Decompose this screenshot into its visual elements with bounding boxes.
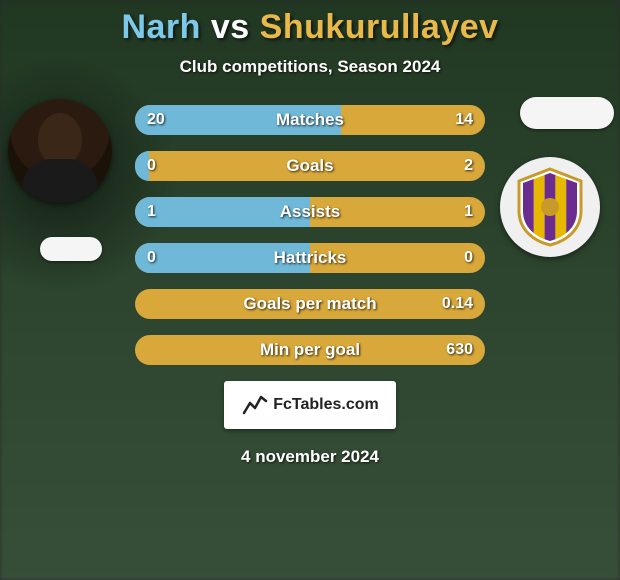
watermark-badge: FcTables.com <box>224 381 396 429</box>
stat-value-right: 1 <box>464 203 473 221</box>
stat-value-right: 0 <box>464 249 473 267</box>
stat-row: Min per goal 630 <box>135 335 485 365</box>
stat-value-left: 1 <box>147 203 156 221</box>
player2-club-crest <box>500 157 600 257</box>
stat-label: Matches <box>276 110 344 130</box>
stat-row: Goals per match 0.14 <box>135 289 485 319</box>
stat-value-left: 0 <box>147 157 156 175</box>
page-title: Narh vs Shukurullayev <box>0 8 620 47</box>
stat-value-left: 20 <box>147 111 165 129</box>
stat-label: Min per goal <box>260 340 360 360</box>
stat-value-left: 0 <box>147 249 156 267</box>
title-player2: Shukurullayev <box>260 8 499 46</box>
stat-label: Goals <box>286 156 333 176</box>
stat-label: Assists <box>280 202 340 222</box>
chart-line-icon <box>241 391 269 419</box>
stat-value-right: 0.14 <box>442 295 473 313</box>
comparison-bars: 20 Matches 14 0 Goals 2 1 Assists 1 0 Hattricks 0 Go… <box>135 105 485 365</box>
stat-value-right: 2 <box>464 157 473 175</box>
stat-value-right: 14 <box>455 111 473 129</box>
title-vs: vs <box>211 8 250 46</box>
comparison-panel: 20 Matches 14 0 Goals 2 1 Assists 1 0 Hattricks 0 Go… <box>0 105 620 365</box>
stat-value-right: 630 <box>446 341 473 359</box>
watermark-text: FcTables.com <box>273 396 379 414</box>
stat-row: 1 Assists 1 <box>135 197 485 227</box>
stat-row: 0 Hattricks 0 <box>135 243 485 273</box>
avatar-head <box>38 113 82 165</box>
stat-label: Hattricks <box>274 248 347 268</box>
stat-row: 20 Matches 14 <box>135 105 485 135</box>
avatar-body <box>22 159 98 203</box>
stat-label: Goals per match <box>243 294 376 314</box>
infographic-content: Narh vs Shukurullayev Club competitions,… <box>0 0 620 580</box>
player2-flag <box>520 97 614 129</box>
infographic-date: 4 november 2024 <box>0 447 620 467</box>
stat-row: 0 Goals 2 <box>135 151 485 181</box>
subtitle: Club competitions, Season 2024 <box>0 57 620 77</box>
crest-icon <box>515 167 585 247</box>
title-player1: Narh <box>121 8 200 46</box>
player1-avatar <box>8 99 112 203</box>
player1-flag <box>40 237 102 261</box>
